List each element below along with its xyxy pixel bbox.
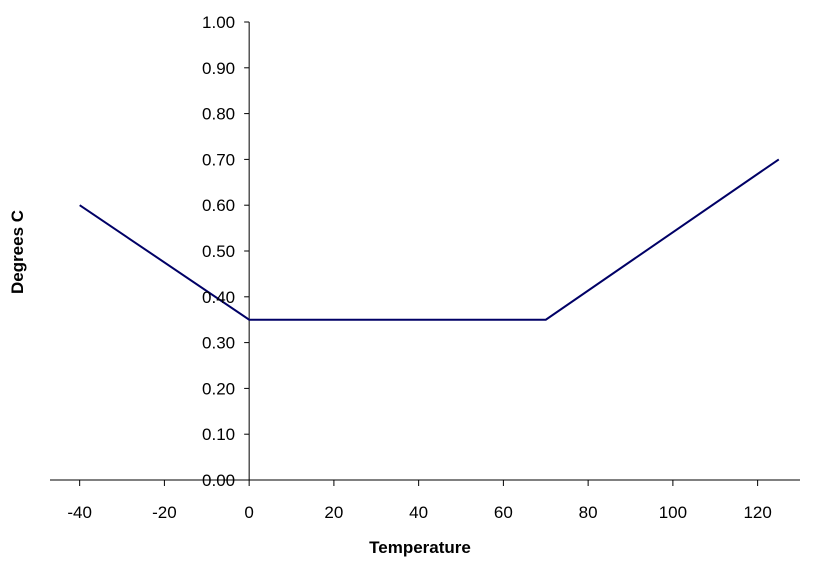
y-tick-label: 0.90 <box>202 59 235 78</box>
y-tick-label: 1.00 <box>202 13 235 32</box>
y-tick-label: 0.80 <box>202 105 235 124</box>
x-tick-label: 20 <box>324 503 343 522</box>
x-axis-ticks <box>79 480 759 486</box>
x-tick-label: 0 <box>244 503 253 522</box>
series-layer <box>79 158 780 321</box>
x-tick-label: 60 <box>494 503 513 522</box>
x-tick-label: -20 <box>152 503 177 522</box>
x-tick-label: 80 <box>579 503 598 522</box>
y-axis-title: Degrees C <box>8 210 27 294</box>
y-axis-ticks <box>244 21 250 481</box>
x-tick-label: 100 <box>659 503 687 522</box>
x-tick-label: 40 <box>409 503 428 522</box>
y-tick-label: 0.20 <box>202 379 235 398</box>
y-tick-label: 0.10 <box>202 425 235 444</box>
x-tick-label: -40 <box>67 503 92 522</box>
y-tick-label: 0.50 <box>202 242 235 261</box>
x-tick-label: 120 <box>743 503 771 522</box>
x-tick-labels: -40 -20 0 20 40 60 80 100 120 <box>67 503 771 522</box>
y-tick-label: 0.00 <box>202 471 235 490</box>
y-tick-label: 0.60 <box>202 196 235 215</box>
y-tick-label: 0.70 <box>202 150 235 169</box>
y-tick-label: 0.40 <box>202 288 235 307</box>
y-tick-label: 0.30 <box>202 334 235 353</box>
x-axis-title: Temperature <box>369 538 471 557</box>
series-line <box>79 158 780 321</box>
y-tick-labels: 0.00 0.10 0.20 0.30 0.40 0.50 0.60 0.70 0.80 0.90… <box>202 13 235 490</box>
